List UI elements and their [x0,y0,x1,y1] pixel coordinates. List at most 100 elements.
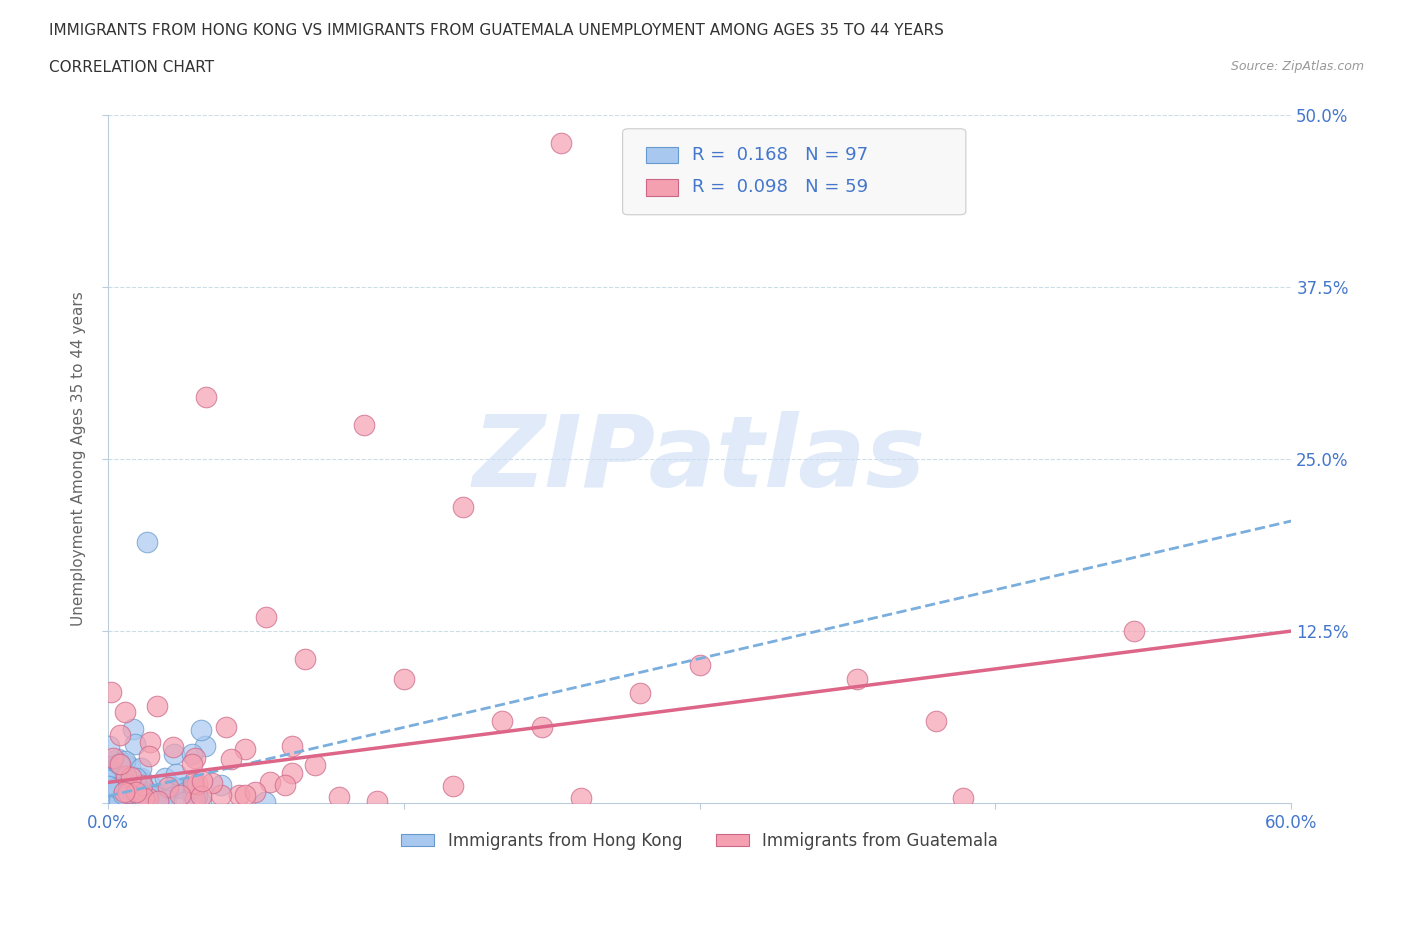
Point [107,787,129,802]
Point [165,780,187,795]
Point [101,784,124,799]
Point [112,787,135,802]
Point [108,757,131,772]
Point [280,738,302,753]
Point [108,794,131,809]
Point [103,790,125,804]
Point [107,777,129,792]
Point [115,790,138,805]
Point [173,795,195,810]
Point [121,792,143,807]
Point [491,713,513,728]
Point [181,791,204,806]
Point [125,771,148,786]
Point [127,784,149,799]
Point [135,793,157,808]
Point [108,757,131,772]
Point [530,720,553,735]
Point [139,789,162,804]
Point [184,751,207,766]
Point [98,773,121,788]
Legend: Immigrants from Hong Kong, Immigrants from Guatemala: Immigrants from Hong Kong, Immigrants fr… [394,825,1005,857]
Point [104,794,127,809]
Text: ZIPatlas: ZIPatlas [472,410,927,508]
Point [163,746,186,761]
Point [190,794,212,809]
Point [115,787,138,802]
Point [111,780,134,795]
Point [146,698,169,713]
Point [550,135,572,150]
Point [97,771,120,786]
Text: CORRELATION CHART: CORRELATION CHART [49,60,214,75]
Point [104,793,127,808]
FancyBboxPatch shape [623,128,966,215]
Point [108,790,131,804]
Point [628,685,651,700]
Point [108,779,131,794]
Point [114,705,136,720]
Point [451,499,474,514]
Point [97,785,120,800]
Point [112,762,135,777]
Point [114,791,136,806]
Point [209,788,232,803]
Point [98,788,121,803]
Point [186,777,208,791]
Point [254,794,277,809]
Point [139,735,162,750]
Point [190,773,212,788]
Point [304,757,326,772]
Point [233,742,256,757]
Point [281,765,304,780]
Point [117,785,139,800]
Point [274,778,297,793]
Point [259,775,281,790]
Bar [647,147,678,163]
Point [107,755,129,770]
Point [101,769,124,784]
Point [120,769,142,784]
Point [366,794,388,809]
Point [129,773,152,788]
Point [114,753,136,768]
Point [165,766,187,781]
Point [180,756,202,771]
Point [183,779,205,794]
Point [392,671,415,686]
Point [114,768,136,783]
Point [124,776,146,790]
Point [228,787,250,802]
Point [117,795,139,810]
Point [153,788,176,803]
Point [155,771,177,786]
Point [97,790,120,804]
Point [100,783,122,798]
Point [846,671,869,686]
Point [952,791,974,806]
Text: IMMIGRANTS FROM HONG KONG VS IMMIGRANTS FROM GUATEMALA UNEMPLOYMENT AMONG AGES 3: IMMIGRANTS FROM HONG KONG VS IMMIGRANTS … [49,23,943,38]
Point [110,790,132,804]
Point [132,780,155,795]
Point [148,792,170,807]
Point [156,779,179,794]
Point [112,790,135,804]
Point [124,737,146,751]
Point [195,390,218,405]
Point [209,777,232,792]
Point [689,658,711,673]
Point [112,785,135,800]
Point [184,792,207,807]
Point [129,760,152,775]
Point [101,793,124,808]
Point [124,793,146,808]
Text: R =  0.098   N = 59: R = 0.098 N = 59 [692,179,869,196]
Point [1122,624,1144,639]
Point [170,780,193,795]
Point [97,778,120,793]
Point [101,751,124,765]
Point [139,778,162,793]
Point [129,770,152,785]
Point [215,720,238,735]
Point [190,723,212,737]
